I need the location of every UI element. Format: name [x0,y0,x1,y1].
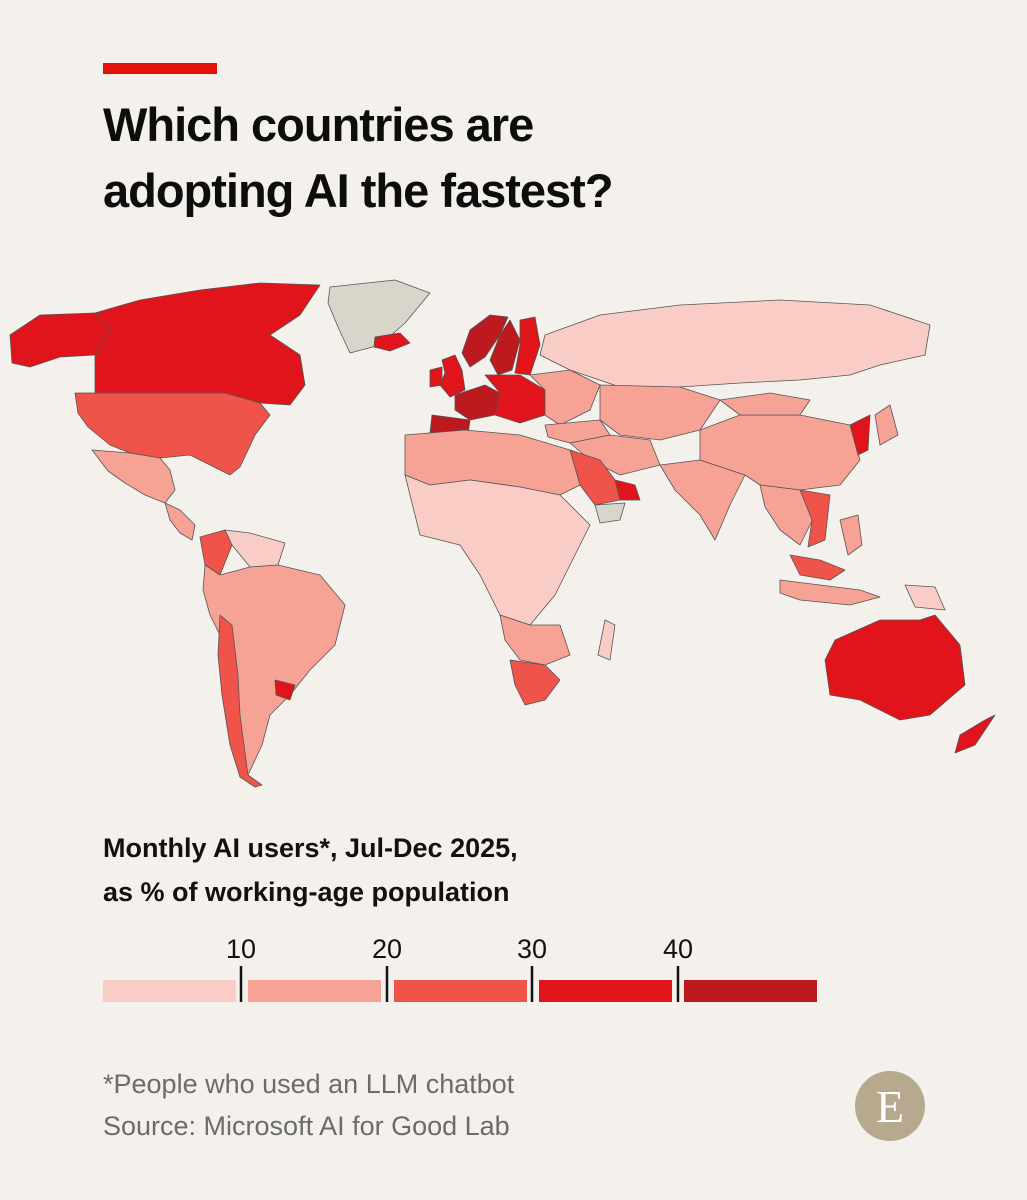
region-southern-africa [499,614,571,666]
region-uae [614,479,641,501]
legend-swatch-4 [539,980,672,1002]
region-philippines [839,514,863,556]
legend-title-line-2: as % of working-age population [103,877,510,907]
region-sweden [489,319,521,376]
region-colombia [199,529,233,576]
logo-letter: E [875,1080,905,1132]
economist-logo: E [855,1071,925,1141]
footnote-note: *People who used an LLM chatbot [103,1069,515,1099]
region-sub-saharan-africa [404,474,591,626]
legend-title-line-1: Monthly AI users*, Jul-Dec 2025, [103,833,518,863]
region-uruguay [274,679,296,701]
region-papua-new-guinea [904,584,946,611]
color-legend: 10 20 30 40 [103,934,817,1002]
region-madagascar [597,619,616,661]
region-indonesia [779,579,881,606]
region-ireland [429,366,443,388]
legend-swatch-2 [248,980,381,1002]
region-yemen [594,502,626,524]
region-norway [461,314,509,368]
region-south-africa [509,659,561,706]
legend-tick-label-30: 30 [517,934,547,964]
footnote-source: Source: Microsoft AI for Good Lab [103,1111,510,1141]
region-united-states [74,392,271,476]
region-russia [539,299,931,388]
accent-bar [103,63,217,74]
title-line-1: Which countries are [103,98,534,151]
region-malaysia [789,554,846,581]
legend-tick-label-40: 40 [663,934,693,964]
region-united-kingdom [439,354,466,398]
region-canada [94,282,321,406]
region-central-europe [484,374,546,424]
chart-title: Which countries are adopting AI the fast… [103,92,923,224]
title-line-2: adopting AI the fastest? [103,164,614,217]
footnote: *People who used an LLM chatbot Source: … [103,1063,514,1147]
region-iceland [373,332,411,352]
region-japan [874,404,899,446]
region-venezuela [224,529,286,568]
legend-swatch-5 [684,980,817,1002]
region-australia [824,614,966,721]
legend-swatches [103,980,817,1002]
region-chile [217,614,263,788]
region-mexico [91,449,176,504]
world-map [9,279,996,788]
region-india [659,459,746,541]
legend-title: Monthly AI users*, Jul-Dec 2025, as % of… [103,826,803,914]
region-mongolia [719,392,811,416]
region-central-america [164,502,196,541]
region-central-asia [599,384,721,441]
legend-tick-marks [239,966,680,1002]
legend-tick-label-10: 10 [226,934,256,964]
region-korea [849,414,871,456]
legend-tick-label-20: 20 [372,934,402,964]
region-vietnam [799,489,831,548]
region-new-zealand [954,714,996,754]
region-eastern-europe [529,369,601,426]
legend-swatch-3 [394,980,527,1002]
legend-swatch-1 [103,980,236,1002]
